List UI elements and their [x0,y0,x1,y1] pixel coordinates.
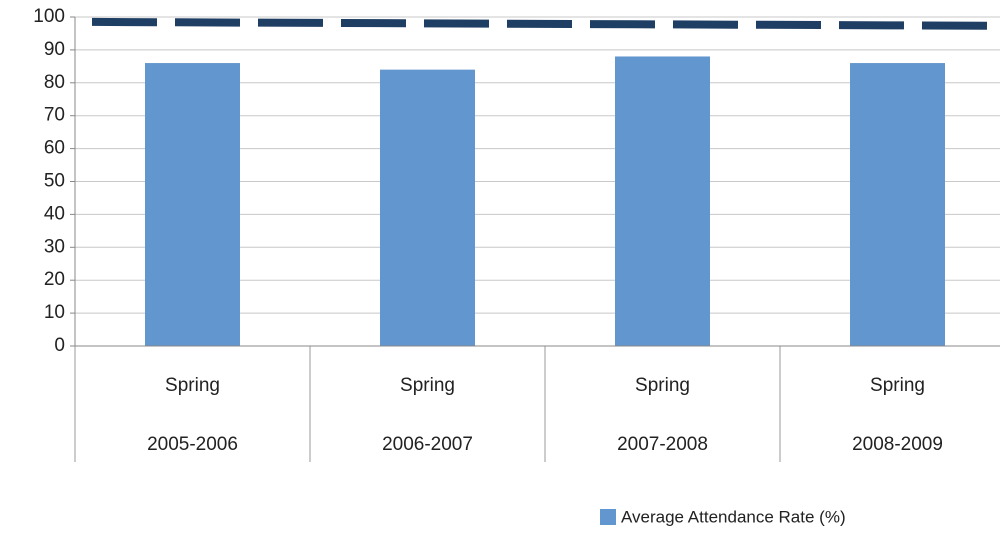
x-tick-label: Spring [870,375,925,396]
x-tick-label: Spring [400,375,455,396]
y-tick-label: 60 [44,138,65,159]
y-tick-label: 100 [33,6,65,27]
x-tick-label: 2007-2008 [617,434,708,455]
x-tick-label: 2005-2006 [147,434,238,455]
x-tick-label: 2006-2007 [382,434,473,455]
x-tick-label: 2008-2009 [852,434,943,455]
bar [380,69,475,346]
y-tick-label: 30 [44,236,65,257]
bar [615,56,710,346]
legend-label: Average Attendance Rate (%) [621,507,846,526]
y-tick-label: 20 [44,269,65,290]
y-tick-label: 50 [44,171,65,192]
y-tick-label: 80 [44,72,65,93]
dashed-line [91,17,1000,30]
y-tick-label: 0 [54,335,65,356]
bar [145,63,240,347]
x-tick-label: Spring [635,375,690,396]
y-tick-label: 70 [44,105,65,126]
legend-swatch [600,509,616,525]
bar [850,63,945,347]
y-tick-label: 10 [44,302,65,323]
y-tick-label: 40 [44,203,65,224]
x-tick-label: Spring [165,375,220,396]
y-tick-label: 90 [44,39,65,60]
